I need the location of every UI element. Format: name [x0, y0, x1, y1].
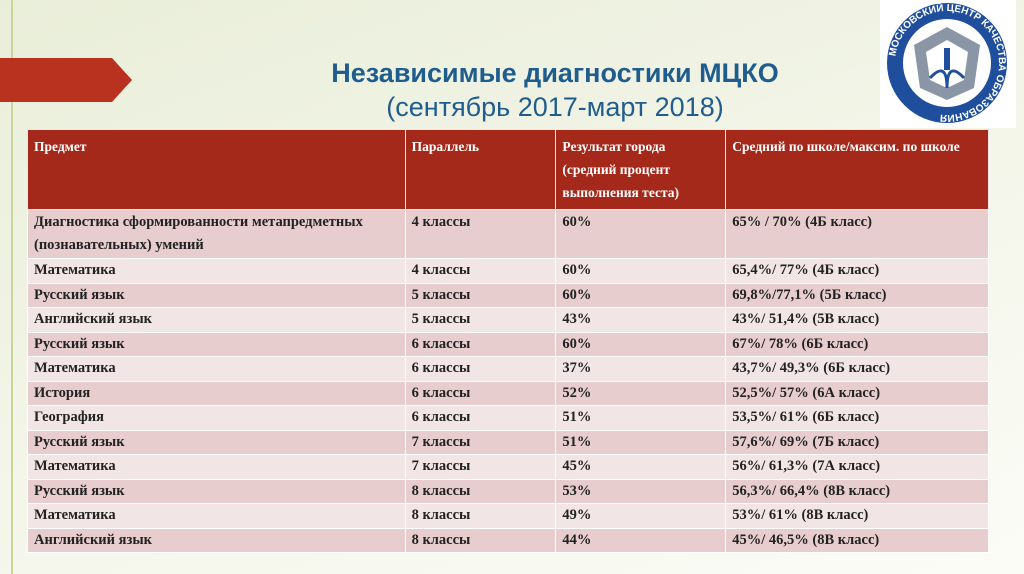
table-row: География 6 классы 51% 53,5%/ 61% (6Б класс…: [27, 405, 989, 431]
header-cell: Средний по школе/максим. по школе: [725, 129, 989, 210]
table-row: Диагностика сформированности метапредмет…: [27, 209, 989, 259]
table-cell: 60%: [555, 331, 727, 357]
table-cell: 5 классы: [404, 282, 557, 308]
table-row: Английский язык 8 классы 44% 45%/ 46,5% (8В…: [27, 527, 989, 553]
table-cell: 7 классы: [404, 429, 557, 455]
table-cell: 53%: [555, 478, 727, 504]
table-cell: 4 классы: [404, 209, 557, 259]
table-cell: 65,4%/ 77% (4Б класс): [725, 258, 989, 284]
header-cell: Результат города (средний процент выполн…: [555, 129, 727, 210]
table-cell: Математика: [27, 258, 406, 284]
table-cell: 56%/ 61,3% (7А класс): [725, 454, 989, 480]
table-cell: 8 классы: [404, 527, 557, 553]
table-cell: 5 классы: [404, 307, 557, 333]
table-cell: Русский язык: [27, 478, 406, 504]
table-cell: Математика: [27, 356, 406, 382]
table-cell: 4 классы: [404, 258, 557, 284]
table-row: Математика 7 классы 45% 56%/ 61,3% (7А клас…: [27, 454, 989, 480]
table-cell: 43%: [555, 307, 727, 333]
table-row: Русский язык 7 классы 51% 57,6%/ 69% (7Б кл…: [27, 429, 989, 455]
table-row: Русский язык 6 классы 60% 67%/ 78% (6Б клас…: [27, 331, 989, 357]
table-cell: 8 классы: [404, 478, 557, 504]
table-cell: 43,7%/ 49,3% (6Б класс): [725, 356, 989, 382]
table-cell: Английский язык: [27, 307, 406, 333]
table-row: Английский язык 5 классы 43% 43%/ 51,4% (5В…: [27, 307, 989, 333]
table-cell: 6 классы: [404, 405, 557, 431]
table-cell: 52%: [555, 380, 727, 406]
table-cell: 53,5%/ 61% (6Б класс): [725, 405, 989, 431]
table-cell: 51%: [555, 405, 727, 431]
subtitle: (сентябрь 2017-март 2018): [386, 92, 724, 122]
table-cell: Русский язык: [27, 331, 406, 357]
table-cell: 60%: [555, 209, 727, 259]
table-cell: 67%/ 78% (6Б класс): [725, 331, 989, 357]
table-cell: 6 классы: [404, 356, 557, 382]
table-cell: Русский язык: [27, 429, 406, 455]
table-row: Математика 4 классы 60% 65,4%/ 77% (4Б клас…: [27, 258, 989, 284]
table-cell: 8 классы: [404, 503, 557, 529]
title-block: Независимые диагностики МЦКО (сентябрь 2…: [230, 56, 880, 124]
table-row: Русский язык 8 классы 53% 56,3%/ 66,4% (8В …: [27, 478, 989, 504]
arrow-banner: [0, 58, 132, 102]
header-cell: Параллель: [404, 129, 557, 210]
table-cell: 52,5%/ 57% (6А класс): [725, 380, 989, 406]
table-cell: 60%: [555, 258, 727, 284]
table-cell: 45%: [555, 454, 727, 480]
table-cell: 43%/ 51,4% (5В класс): [725, 307, 989, 333]
table-cell: 7 классы: [404, 454, 557, 480]
table-cell: 53%/ 61% (8В класс): [725, 503, 989, 529]
results-table: Предмет Параллель Результат города (средни…: [27, 129, 989, 553]
table-cell: 56,3%/ 66,4% (8В класс): [725, 478, 989, 504]
table-cell: Математика: [27, 454, 406, 480]
title: Независимые диагностики МЦКО: [331, 58, 779, 88]
table-row: История 6 классы 52% 52,5%/ 57% (6А класс): [27, 380, 989, 406]
table-cell: 60%: [555, 282, 727, 308]
table-cell: История: [27, 380, 406, 406]
table-cell: 6 классы: [404, 380, 557, 406]
header-row: Предмет Параллель Результат города (средни…: [27, 129, 989, 210]
table-cell: 6 классы: [404, 331, 557, 357]
table-cell: 57,6%/ 69% (7Б класс): [725, 429, 989, 455]
table-cell: Русский язык: [27, 282, 406, 308]
table-row: Русский язык 5 классы 60% 69,8%/77,1% (5Б к…: [27, 282, 989, 308]
table-cell: 45%/ 46,5% (8В класс): [725, 527, 989, 553]
table-cell: Диагностика сформированности метапредмет…: [27, 209, 406, 259]
table-row: Математика 8 классы 49% 53%/ 61% (8В класс): [27, 503, 989, 529]
table-cell: 49%: [555, 503, 727, 529]
accent-line: [11, 0, 13, 574]
table-row: Математика 6 классы 37% 43,7%/ 49,3% (6Б кл…: [27, 356, 989, 382]
table-cell: 51%: [555, 429, 727, 455]
logo: МОСКОВСКИЙ ЦЕНТР КАЧЕСТВА ОБРАЗОВАНИЯ: [880, 0, 1016, 128]
table-cell: Английский язык: [27, 527, 406, 553]
table-cell: География: [27, 405, 406, 431]
table-cell: 44%: [555, 527, 727, 553]
header-cell: Предмет: [27, 129, 406, 210]
table-cell: 69,8%/77,1% (5Б класс): [725, 282, 989, 308]
table-body: Диагностика сформированности метапредмет…: [27, 209, 989, 553]
table-cell: Математика: [27, 503, 406, 529]
table-cell: 37%: [555, 356, 727, 382]
table-cell: 65% / 70% (4Б класс): [725, 209, 989, 259]
